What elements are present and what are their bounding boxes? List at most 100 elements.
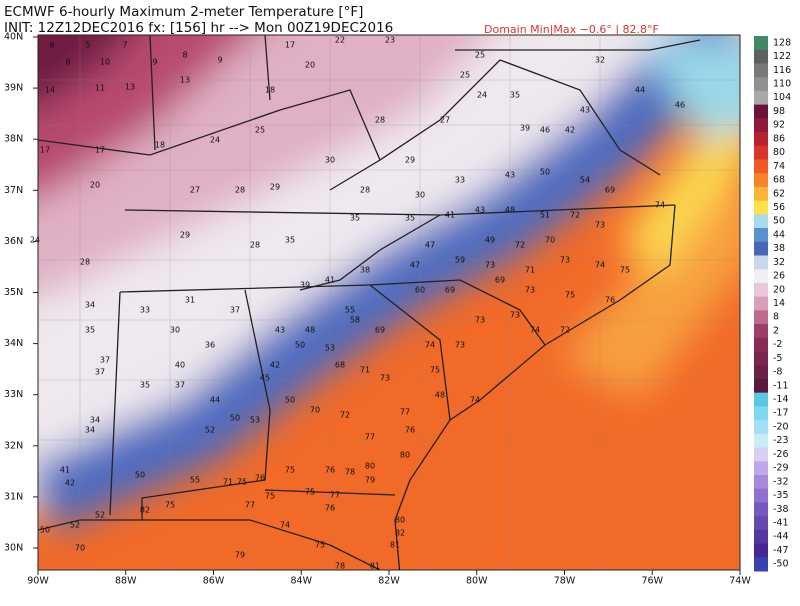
station-value: 17 xyxy=(285,41,295,50)
colorbar-label: 110 xyxy=(773,79,791,90)
station-value: 41 xyxy=(60,466,70,475)
state-borders xyxy=(38,35,701,570)
station-value: 34 xyxy=(90,416,100,425)
colorbar-label: 122 xyxy=(773,51,791,62)
colorbar-label: 32 xyxy=(773,257,785,268)
station-value: 44 xyxy=(210,396,220,405)
station-value: 70 xyxy=(75,544,85,553)
station-value: 73 xyxy=(475,316,485,325)
colorbar-swatch xyxy=(754,406,768,421)
colorbar-swatch xyxy=(754,529,768,545)
colorbar-label: -38 xyxy=(773,504,789,515)
station-value: 35 xyxy=(285,236,295,245)
station-value: 73 xyxy=(560,256,570,265)
station-value: 75 xyxy=(565,291,575,300)
station-value: 70 xyxy=(545,236,555,245)
colorbar-swatch xyxy=(754,36,768,51)
station-value: 47 xyxy=(425,241,435,250)
station-value: 38 xyxy=(360,266,370,275)
station-value: 47 xyxy=(410,261,420,270)
station-value: 39 xyxy=(520,124,530,133)
station-value: 25 xyxy=(255,126,265,135)
station-value: 81 xyxy=(370,562,380,571)
lat-label: 32N xyxy=(4,440,23,451)
station-value: 36 xyxy=(205,341,215,350)
station-value: 69 xyxy=(375,326,385,335)
station-value: 29 xyxy=(180,231,190,240)
station-value: 9 xyxy=(152,58,157,67)
station-value: 74 xyxy=(280,521,290,530)
station-value: 78 xyxy=(345,468,355,477)
station-value: 77 xyxy=(365,433,375,442)
station-value: 79 xyxy=(235,551,245,560)
station-value: 78 xyxy=(335,562,345,571)
station-value: 73 xyxy=(485,261,495,270)
colorbar-label: 2 xyxy=(773,325,779,336)
station-value: 54 xyxy=(580,176,590,185)
station-value: 30 xyxy=(415,191,425,200)
colorbar-swatch xyxy=(754,77,768,92)
station-value: 46 xyxy=(540,126,550,135)
colorbar-swatch xyxy=(754,118,768,133)
station-value: 80 xyxy=(400,451,410,460)
station-value: 74 xyxy=(595,261,605,270)
station-value: 70 xyxy=(310,406,320,415)
station-value: 77 xyxy=(400,408,410,417)
colorbar-swatch xyxy=(754,269,768,284)
station-value: 9 xyxy=(217,56,222,65)
station-value: 31 xyxy=(185,296,195,305)
colorbar-swatch xyxy=(754,392,768,407)
lon-label: 76W xyxy=(642,576,664,587)
lat-label: 40N xyxy=(4,32,23,43)
station-value: 48 xyxy=(305,326,315,335)
station-value: 75 xyxy=(237,478,247,487)
colorbar-swatch xyxy=(754,49,768,64)
labels: 40N 39N 38N 37N 36N 35N 34N 33N 32N 31N 30N 90W 88W 8… xyxy=(4,32,791,587)
station-value: 17 xyxy=(95,146,105,155)
station-value: 75 xyxy=(315,541,325,550)
station-value: 5 xyxy=(85,41,90,50)
colorbar-swatch xyxy=(754,186,768,202)
station-value: 35 xyxy=(510,91,520,100)
station-value: 73 xyxy=(525,286,535,295)
station-value: 23 xyxy=(385,36,395,45)
colorbar-label: -20 xyxy=(773,421,789,432)
station-value: 35 xyxy=(405,214,415,223)
station-value: 32 xyxy=(595,56,605,65)
temperature-field xyxy=(38,35,740,570)
lon-label: 78W xyxy=(554,576,576,587)
station-value: 18 xyxy=(155,141,165,150)
colorbar-label: 20 xyxy=(773,284,785,295)
colorbar-label: -50 xyxy=(773,559,789,570)
colorbar-label: 98 xyxy=(773,106,785,117)
lon-label: 90W xyxy=(27,576,49,587)
colorbar-label: 8 xyxy=(773,312,779,323)
station-value: 28 xyxy=(360,186,370,195)
station-value: 75 xyxy=(620,266,630,275)
station-value: 77 xyxy=(330,491,340,500)
station-value: 75 xyxy=(165,501,175,510)
colorbar-swatch xyxy=(754,502,768,517)
lat-label: 35N xyxy=(4,287,23,298)
station-value: 75 xyxy=(265,492,275,501)
station-value: 69 xyxy=(445,286,455,295)
station-value: 69 xyxy=(605,186,615,195)
station-value: 69 xyxy=(495,276,505,285)
station-value: 29 xyxy=(405,156,415,165)
station-value: 80 xyxy=(395,516,405,525)
station-value: 73 xyxy=(380,374,390,383)
station-value: 49 xyxy=(485,236,495,245)
station-value: 58 xyxy=(350,316,360,325)
colorbar-label: -17 xyxy=(773,408,789,419)
station-value: 24 xyxy=(210,136,220,145)
colorbar-label: 14 xyxy=(773,298,785,309)
colorbar-swatch xyxy=(754,282,768,298)
lat-label: 34N xyxy=(4,338,23,349)
station-value: 77 xyxy=(245,501,255,510)
station-value: 75 xyxy=(430,366,440,375)
station-value: 74 xyxy=(470,396,480,405)
station-value: 30 xyxy=(325,156,335,165)
colorbar-label: -8 xyxy=(773,367,782,378)
title: ECMWF 6-hourly Maximum 2-meter Temperatu… xyxy=(4,4,363,20)
